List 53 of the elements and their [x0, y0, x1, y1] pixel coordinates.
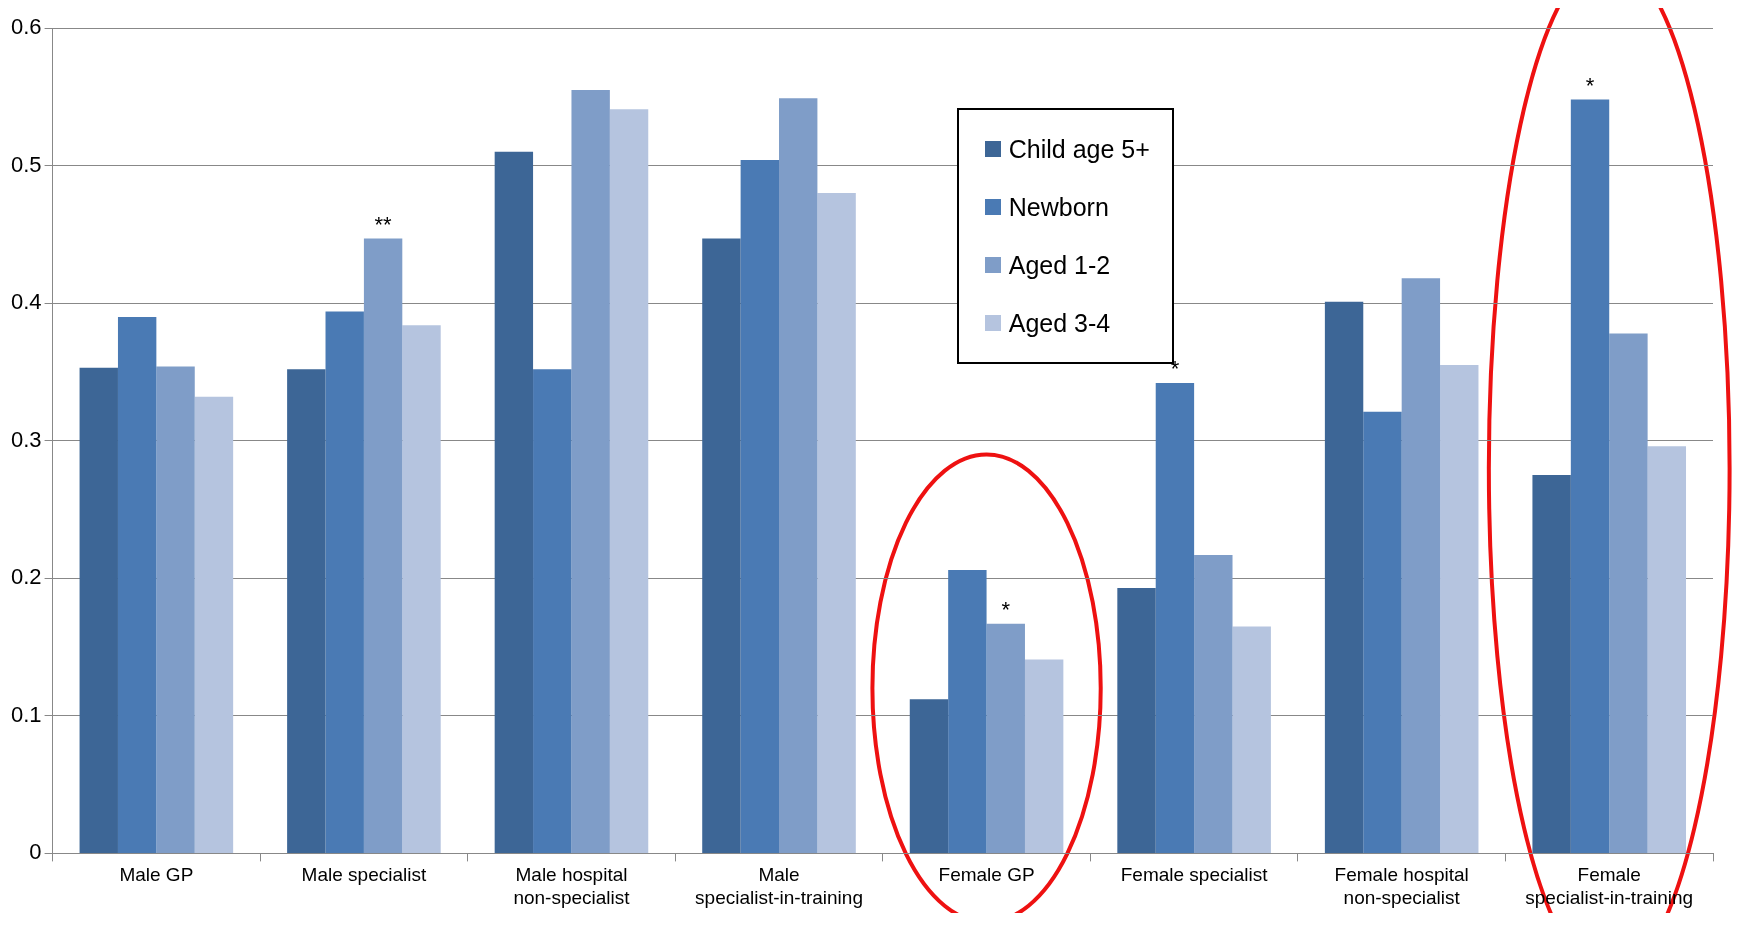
bar	[571, 89, 610, 853]
legend-label: Aged 3-4	[1008, 308, 1111, 338]
bar	[1155, 382, 1195, 853]
bar	[1647, 446, 1687, 853]
annotation: **	[374, 211, 393, 237]
bar	[194, 396, 234, 853]
x-tick-label: Female hospital non-specialist	[1334, 864, 1469, 908]
bar	[740, 160, 780, 853]
bar	[779, 98, 818, 853]
x-tick-label: Female specialist	[1120, 864, 1269, 886]
legend-label: Aged 1-2	[1008, 250, 1111, 280]
bar	[986, 623, 1025, 853]
y-tick-label: 0.1	[10, 701, 42, 727]
bar	[79, 367, 118, 853]
x-tick-label: Male GP	[119, 864, 194, 886]
bar	[1532, 475, 1571, 853]
bar	[609, 109, 649, 853]
y-tick-label: 0.2	[10, 564, 42, 590]
x-tick-label: Male hospital non-specialist	[513, 864, 631, 908]
bar	[909, 699, 949, 853]
y-tick-label: 0.4	[10, 289, 42, 315]
bar	[363, 238, 403, 853]
legend-label: Newborn	[1008, 192, 1109, 222]
bar	[1609, 333, 1648, 853]
bar	[948, 570, 987, 853]
y-tick-label: 0.3	[10, 426, 42, 452]
bar	[1324, 301, 1364, 853]
bar	[1570, 99, 1610, 853]
y-tick-label: 0	[29, 839, 42, 865]
bar	[817, 193, 856, 853]
bar	[494, 151, 534, 853]
bar	[1024, 659, 1064, 853]
bar	[1117, 587, 1156, 853]
bar	[325, 311, 364, 853]
bar	[156, 366, 195, 853]
legend-label: Child age 5+	[1008, 134, 1150, 164]
x-tick-label: Female GP	[938, 864, 1035, 886]
bar	[287, 369, 326, 853]
x-tick-label: Male specialist	[301, 864, 427, 886]
bar	[1363, 411, 1402, 853]
annotation: *	[1001, 596, 1011, 622]
bar	[1194, 554, 1233, 853]
bar	[533, 369, 572, 853]
bar	[1232, 626, 1271, 853]
bar	[117, 316, 157, 853]
y-tick-label: 0.6	[10, 14, 42, 40]
bar	[1401, 278, 1441, 853]
annotation: *	[1585, 72, 1595, 98]
y-tick-label: 0.5	[10, 151, 42, 177]
bar	[402, 325, 441, 853]
x-tick-label: Male specialist-in-training	[695, 864, 863, 908]
bar	[1440, 365, 1479, 853]
bar	[702, 238, 741, 853]
